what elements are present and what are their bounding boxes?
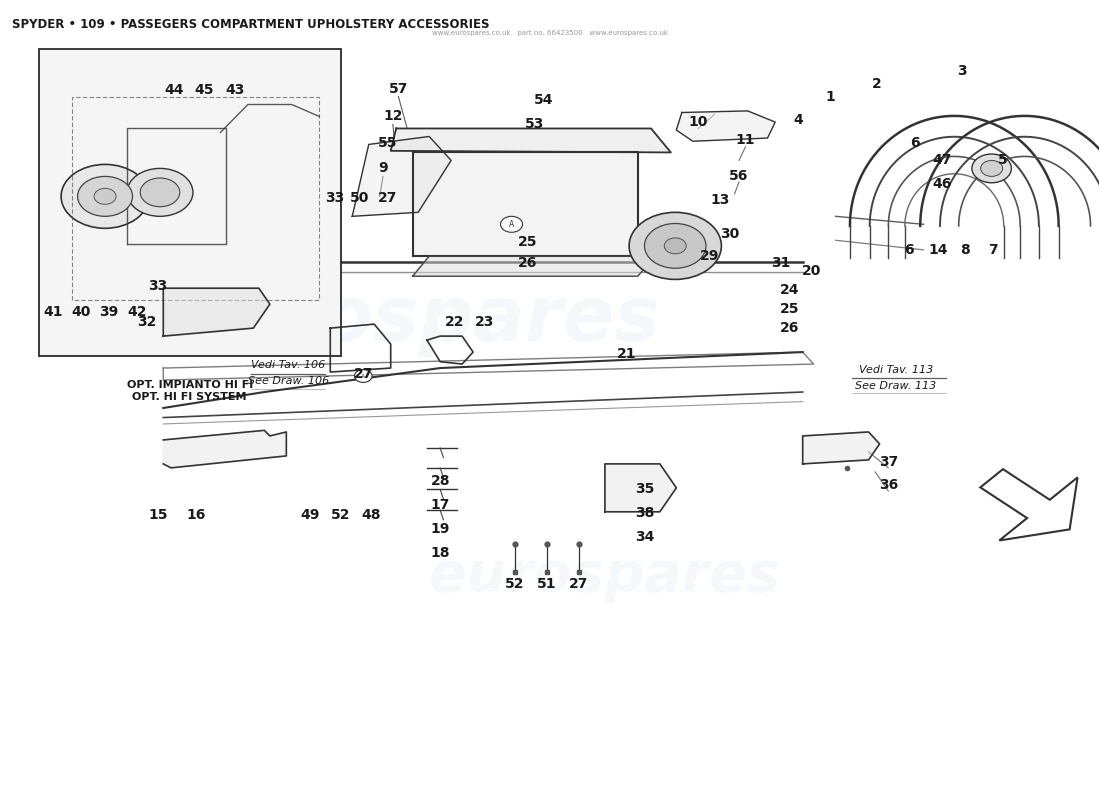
Circle shape: [95, 188, 116, 204]
Text: 32: 32: [138, 314, 156, 329]
Text: A: A: [361, 374, 365, 378]
Polygon shape: [412, 256, 654, 276]
Text: 27: 27: [377, 191, 397, 205]
Text: 9: 9: [378, 162, 388, 175]
Polygon shape: [412, 153, 638, 256]
Text: 48: 48: [361, 508, 381, 522]
Text: 18: 18: [430, 546, 450, 560]
Text: 17: 17: [430, 498, 450, 513]
Text: 44: 44: [165, 83, 184, 97]
Circle shape: [140, 178, 179, 206]
Text: 38: 38: [635, 506, 654, 521]
Text: A: A: [509, 220, 514, 229]
Text: 52: 52: [330, 508, 350, 522]
Text: 1: 1: [825, 90, 835, 103]
Text: 21: 21: [617, 346, 637, 361]
Circle shape: [62, 165, 149, 228]
Text: 25: 25: [780, 302, 800, 316]
Circle shape: [972, 154, 1011, 182]
Text: 52: 52: [505, 577, 525, 590]
Text: 42: 42: [128, 305, 146, 319]
Text: 47: 47: [933, 154, 952, 167]
Text: 34: 34: [635, 530, 654, 544]
Text: 22: 22: [444, 314, 464, 329]
Text: 37: 37: [879, 455, 898, 470]
Text: 14: 14: [928, 243, 947, 257]
Text: eurospares: eurospares: [177, 283, 660, 357]
Text: OPT. IMPIANTO HI FI
OPT. HI FI SYSTEM: OPT. IMPIANTO HI FI OPT. HI FI SYSTEM: [126, 380, 253, 402]
Text: 19: 19: [430, 522, 450, 536]
Text: 57: 57: [388, 82, 408, 95]
Text: 2: 2: [871, 77, 881, 90]
Text: See Draw. 106: See Draw. 106: [248, 376, 329, 386]
Text: 27: 27: [569, 577, 589, 590]
Circle shape: [645, 223, 706, 268]
Text: 15: 15: [148, 508, 167, 522]
Text: 30: 30: [720, 227, 740, 241]
Circle shape: [78, 176, 132, 216]
Text: 49: 49: [300, 508, 320, 522]
Text: 36: 36: [879, 478, 898, 493]
Text: 10: 10: [689, 115, 708, 129]
Text: 24: 24: [780, 282, 800, 297]
Polygon shape: [980, 469, 1078, 541]
Text: 33: 33: [324, 191, 344, 205]
Text: 12: 12: [383, 110, 403, 123]
Polygon shape: [803, 432, 880, 464]
Text: 27: 27: [353, 367, 373, 382]
Text: 45: 45: [195, 83, 213, 97]
Text: 39: 39: [99, 305, 118, 319]
Polygon shape: [676, 111, 776, 142]
Text: 29: 29: [700, 250, 719, 263]
Text: 6: 6: [910, 136, 920, 150]
Text: www.eurospares.co.uk   part no. 66423500   www.eurospares.co.uk: www.eurospares.co.uk part no. 66423500 w…: [432, 30, 668, 36]
Text: 33: 33: [148, 278, 167, 293]
Text: 3: 3: [957, 64, 967, 78]
Text: 43: 43: [226, 83, 244, 97]
Text: 56: 56: [729, 170, 749, 183]
Text: 5: 5: [998, 154, 1008, 167]
Text: 13: 13: [711, 194, 730, 207]
Text: 31: 31: [771, 256, 791, 270]
Polygon shape: [352, 137, 451, 216]
Polygon shape: [163, 288, 270, 336]
Polygon shape: [163, 430, 286, 468]
Text: 40: 40: [72, 305, 90, 319]
Circle shape: [629, 212, 722, 279]
Circle shape: [500, 216, 522, 232]
Text: See Draw. 113: See Draw. 113: [856, 381, 937, 390]
Polygon shape: [605, 464, 676, 512]
Text: Vedi Tav. 113: Vedi Tav. 113: [859, 365, 933, 374]
Circle shape: [664, 238, 686, 254]
Bar: [40, 49, 341, 356]
Text: 4: 4: [793, 114, 803, 127]
Text: SPYDER • 109 • PASSEGERS COMPARTMENT UPHOLSTERY ACCESSORIES: SPYDER • 109 • PASSEGERS COMPARTMENT UPH…: [12, 18, 490, 31]
Circle shape: [981, 161, 1002, 176]
Text: Vedi Tav. 106: Vedi Tav. 106: [252, 360, 326, 370]
Text: 7: 7: [988, 243, 998, 257]
Text: 46: 46: [933, 178, 952, 191]
Text: 26: 26: [518, 256, 538, 270]
Text: 55: 55: [377, 136, 397, 150]
Text: 41: 41: [44, 305, 63, 319]
Circle shape: [354, 370, 372, 382]
Text: 20: 20: [802, 264, 822, 278]
Text: 11: 11: [736, 134, 756, 147]
Text: 16: 16: [187, 508, 206, 522]
Text: 25: 25: [518, 235, 538, 249]
Text: 26: 26: [780, 321, 800, 335]
Text: 23: 23: [474, 314, 494, 329]
Text: 54: 54: [534, 93, 553, 106]
Text: 35: 35: [635, 482, 654, 497]
Text: 8: 8: [960, 243, 970, 257]
Text: 53: 53: [525, 118, 544, 131]
Text: 28: 28: [430, 474, 450, 489]
Text: 50: 50: [350, 191, 370, 205]
Text: 6: 6: [904, 243, 914, 257]
Text: eurospares: eurospares: [429, 549, 780, 602]
Circle shape: [126, 169, 192, 216]
Text: 51: 51: [537, 577, 557, 590]
Polygon shape: [390, 129, 671, 153]
